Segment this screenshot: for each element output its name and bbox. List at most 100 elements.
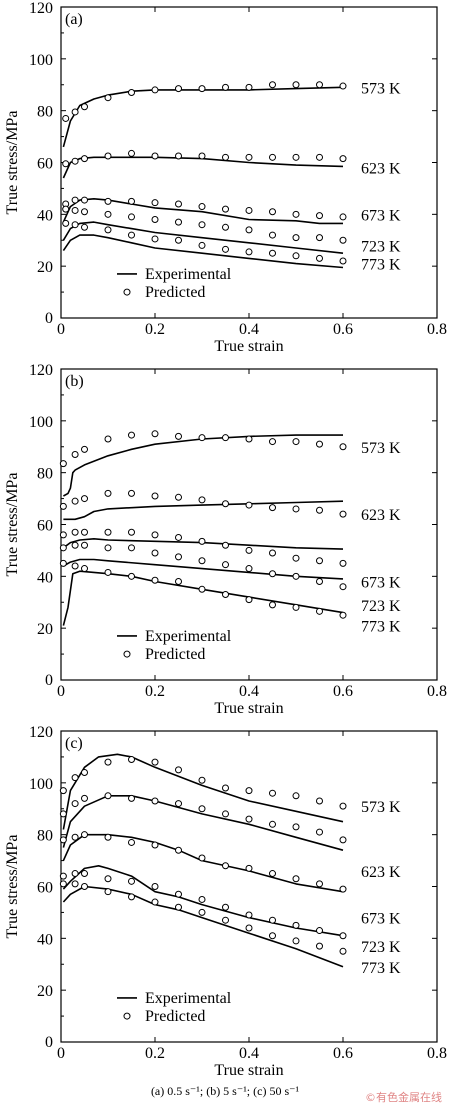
legend-experimental: Experimental — [145, 628, 232, 645]
y-tick-label: 40 — [37, 931, 53, 948]
predicted-point — [59, 787, 67, 795]
series-label: 673 K — [361, 207, 401, 224]
predicted-point — [151, 199, 159, 207]
series-label: 723 K — [361, 598, 401, 615]
predicted-point — [339, 257, 347, 265]
y-tick-label: 120 — [29, 362, 53, 379]
y-tick-label: 100 — [29, 52, 53, 69]
predicted-point — [198, 496, 206, 504]
predicted-point — [151, 883, 159, 890]
predicted-point — [104, 528, 112, 536]
predicted-point — [59, 880, 67, 888]
predicted-point — [128, 197, 135, 205]
predicted-point — [269, 870, 276, 878]
series-label: 673 K — [361, 911, 401, 928]
predicted-point — [175, 890, 182, 898]
y-axis-label: True stress/MPa — [4, 111, 21, 215]
predicted-point — [339, 82, 347, 90]
series-label: 623 K — [361, 507, 401, 524]
predicted-point — [71, 774, 79, 782]
predicted-point — [292, 505, 300, 513]
predicted-point — [269, 208, 276, 216]
y-tick-label: 120 — [29, 0, 53, 17]
predicted-point — [316, 234, 323, 242]
predicted-point — [198, 241, 206, 249]
x-tick-label: 0 — [57, 321, 65, 338]
predicted-point — [81, 528, 88, 536]
predicted-point — [62, 219, 70, 227]
predicted-point — [198, 805, 206, 813]
predicted-point — [71, 870, 79, 878]
predicted-point — [245, 501, 253, 509]
y-tick-label: 20 — [37, 621, 53, 638]
predicted-point — [81, 445, 88, 453]
predicted-point — [269, 504, 276, 512]
predicted-point — [175, 578, 182, 586]
experimental-line-573k — [63, 434, 343, 497]
predicted-point — [198, 895, 206, 903]
chart-svg-a: 0 0.2 0.4 0.6 0.8 0 20 40 60 80 100 120 True strain T… — [4, 0, 447, 355]
experimental-line-623k — [62, 156, 344, 179]
predicted-point — [269, 789, 276, 797]
x-tick-label: 0.4 — [239, 321, 259, 338]
predicted-point — [339, 443, 347, 451]
predicted-point — [104, 226, 112, 234]
predicted-point — [245, 924, 253, 932]
y-tick-label: 80 — [37, 466, 53, 483]
predicted-point — [71, 528, 79, 536]
predicted-point — [81, 155, 88, 163]
predicted-point — [292, 603, 300, 611]
predicted-point — [269, 820, 276, 828]
chart-panel-b: 0 0.2 0.4 0.6 0.8 0 20 40 60 80 100 120 True strain T… — [0, 362, 450, 722]
predicted-point — [104, 758, 112, 766]
predicted-point — [222, 784, 229, 792]
predicted-point — [128, 544, 135, 552]
predicted-point — [316, 557, 323, 565]
predicted-point — [81, 208, 88, 216]
predicted-point — [81, 103, 88, 111]
y-tick-label-zero: 0 — [45, 672, 53, 689]
predicted-point — [81, 196, 88, 204]
figure-caption: (a) 0.5 s⁻¹; (b) 5 s⁻¹; (c) 50 s⁻¹ — [150, 1084, 300, 1098]
x-tick-label: 0.6 — [333, 683, 353, 700]
predicted-point — [104, 833, 112, 841]
predicted-point — [339, 932, 347, 940]
predicted-point — [292, 823, 300, 831]
legend-circle-swatch — [123, 288, 131, 296]
x-tick-label: 0 — [57, 1045, 65, 1062]
predicted-point — [245, 226, 253, 234]
x-axis-label: True strain — [214, 1062, 283, 1079]
predicted-point — [151, 841, 159, 849]
predicted-point — [175, 493, 182, 501]
predicted-point — [59, 810, 67, 818]
experimental-line-723k — [62, 865, 344, 937]
predicted-point — [71, 880, 79, 888]
predicted-point — [175, 218, 182, 226]
predicted-point — [175, 152, 182, 160]
predicted-point — [269, 932, 276, 940]
predicted-point — [198, 908, 206, 916]
predicted-point — [222, 205, 229, 213]
x-tick-label: 0.2 — [145, 321, 165, 338]
x-tick-label: 0.4 — [239, 1045, 259, 1062]
predicted-point — [222, 590, 229, 598]
predicted-point — [222, 223, 229, 231]
predicted-point — [175, 236, 182, 244]
predicted-point — [151, 86, 159, 94]
predicted-point — [59, 460, 67, 468]
predicted-point — [222, 810, 229, 818]
predicted-point — [128, 794, 135, 802]
predicted-point — [175, 553, 182, 561]
predicted-point — [59, 559, 67, 567]
predicted-point — [269, 231, 276, 239]
predicted-point — [71, 562, 79, 570]
predicted-point — [292, 252, 300, 260]
x-tick-label: 0.2 — [145, 683, 165, 700]
predicted-point — [81, 223, 88, 231]
panel-label: (b) — [65, 373, 84, 390]
predicted-point — [339, 611, 347, 619]
predicted-point — [245, 911, 253, 919]
predicted-point — [71, 221, 79, 229]
predicted-point — [71, 833, 79, 841]
predicted-point — [198, 221, 206, 229]
